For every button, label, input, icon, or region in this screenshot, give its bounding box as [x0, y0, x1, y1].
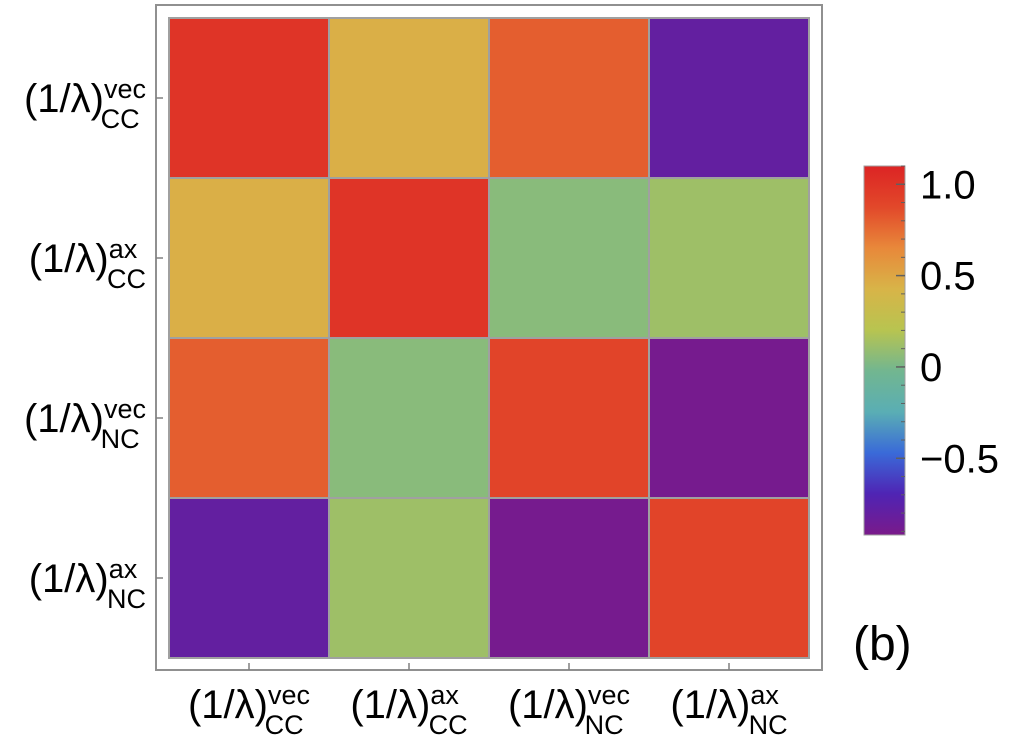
x-tick-label: (1/λ)vec NC: [508, 680, 630, 737]
x-tick-label: (1/λ)vec CC: [188, 680, 310, 737]
heatmap-cell: [168, 17, 330, 179]
heatmap-cell: [328, 17, 490, 179]
heatmap-cells: [168, 17, 810, 659]
x-tick-label: (1/λ)ax NC: [670, 680, 787, 737]
plot-frame: [155, 4, 823, 671]
colorbar-tick-label: 0.5: [920, 255, 976, 299]
y-axis-labels: (1/λ)vec CC (1/λ)ax CC (1/λ)vec NC (1/λ)ax NC: [24, 74, 163, 614]
y-tick-label: (1/λ)ax NC: [29, 554, 146, 614]
heatmap-cell: [648, 177, 810, 339]
colorbar-tick-label: −0.5: [920, 437, 999, 481]
colorbar-gradient: [863, 165, 906, 536]
heatmap-cell: [648, 337, 810, 499]
y-tick-label: (1/λ)vec NC: [24, 394, 146, 454]
heatmap-cell: [328, 497, 490, 659]
heatmap-cell: [328, 177, 490, 339]
heatmap-cell: [488, 177, 650, 339]
x-tick-label: (1/λ)ax CC: [350, 680, 467, 737]
colorbar-tick-label: 0: [920, 346, 942, 390]
heatmap-cell: [488, 337, 650, 499]
heatmap-cell: [488, 17, 650, 179]
panel-label: (b): [853, 618, 912, 671]
y-tick-label: (1/λ)ax CC: [29, 234, 146, 294]
x-axis-labels: (1/λ)vec CC (1/λ)ax CC (1/λ)vec NC (1/λ)ax NC: [188, 663, 788, 737]
heatmap-cell: [328, 337, 490, 499]
heatmap-cell: [488, 497, 650, 659]
colorbar-tick-label: 1.0: [920, 163, 976, 207]
y-tick-label: (1/λ)vec CC: [24, 74, 146, 134]
heatmap-cell: [168, 337, 330, 499]
heatmap-cell: [648, 497, 810, 659]
heatmap-cell: [168, 497, 330, 659]
colorbar: 1.0 0.5 0 −0.5: [863, 163, 999, 536]
colorbar-ticks: 1.0 0.5 0 −0.5: [896, 163, 999, 532]
heatmap-cell: [168, 177, 330, 339]
heatmap-cell: [648, 17, 810, 179]
